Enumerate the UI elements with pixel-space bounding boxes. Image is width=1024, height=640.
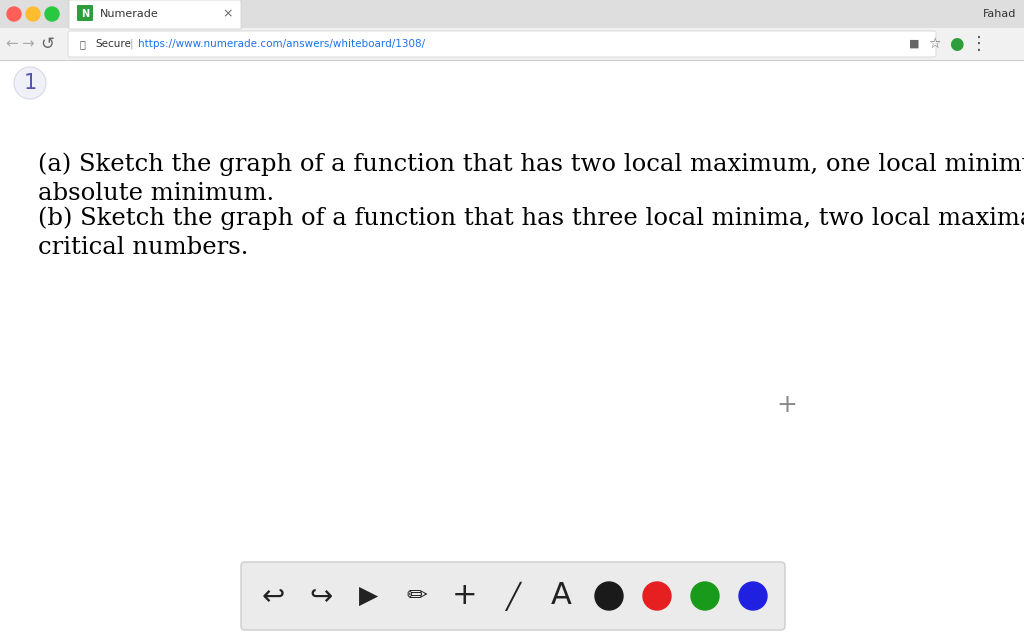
Text: 1: 1 [24,73,37,93]
Text: +: + [776,393,798,417]
Text: absolute minimum.: absolute minimum. [38,182,274,205]
FancyBboxPatch shape [77,5,93,21]
Circle shape [14,67,46,99]
Text: 🔒: 🔒 [80,39,86,49]
Circle shape [643,582,671,610]
Text: https://www.numerade.com/answers/whiteboard/1308/: https://www.numerade.com/answers/whitebo… [138,39,425,49]
Bar [0,0,1024,28]
Text: +: + [453,582,478,611]
Text: (b) Sketch the graph of a function that has three local minima, two local maxima: (b) Sketch the graph of a function that … [38,206,1024,230]
Circle shape [691,582,719,610]
Text: ☆: ☆ [928,37,940,51]
Text: ←: ← [5,36,18,51]
Text: Fahad: Fahad [983,9,1016,19]
Text: A: A [551,582,571,611]
Text: N: N [81,9,89,19]
Text: ⋮: ⋮ [970,35,988,53]
Text: ■: ■ [908,39,920,49]
Text: ↺: ↺ [40,35,54,53]
Text: ▶: ▶ [359,584,379,608]
Text: ✏: ✏ [407,584,427,608]
Circle shape [7,7,22,21]
Text: ●: ● [949,35,964,53]
FancyBboxPatch shape [69,0,241,29]
Circle shape [26,7,40,21]
Text: ↩: ↩ [261,582,285,610]
Text: →: → [22,36,35,51]
Circle shape [739,582,767,610]
Text: ×: × [223,8,233,20]
Text: Secure: Secure [95,39,131,49]
Text: |: | [130,39,133,49]
Circle shape [45,7,59,21]
Text: (a) Sketch the graph of a function that has two local maximum, one local minimum: (a) Sketch the graph of a function that … [38,152,1024,175]
Circle shape [595,582,623,610]
Text: ╱: ╱ [506,581,520,611]
FancyBboxPatch shape [68,31,936,57]
Text: Numerade: Numerade [100,9,159,19]
FancyBboxPatch shape [241,562,785,630]
Text: critical numbers.: critical numbers. [38,236,249,259]
Bar [0,28,1024,60]
Text: ↪: ↪ [309,582,333,610]
